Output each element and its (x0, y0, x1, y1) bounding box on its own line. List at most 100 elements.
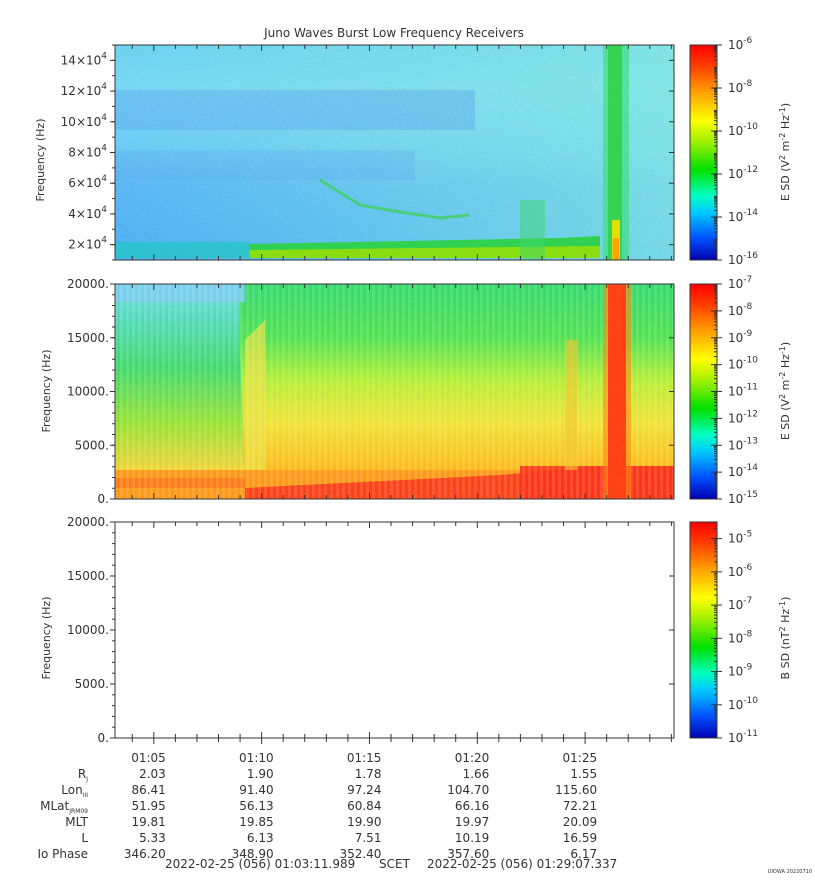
panel-1-ytick-label: 12×104 (61, 82, 108, 98)
panel-2-colorbar-ticks: 10-7 10-8 10-9 10-10 10-11 10-12 10-13 10-14 10-… (711, 275, 758, 506)
ephemeris-value: 10.19 (455, 831, 489, 845)
ephemeris-value: 348.90 (232, 847, 274, 861)
panel-2-spectrogram (115, 284, 674, 499)
colorbar-tick-label: 10-10 (728, 696, 758, 712)
ephemeris-value: 346.20 (124, 847, 166, 861)
panel-3-frame (114, 521, 675, 739)
panel-1-colorbar-label: E SD (V2 m-2 Hz-1) (778, 103, 792, 201)
panel-3-ylabel: Frequency (Hz) (40, 597, 53, 680)
ephemeris-label: MLT (65, 815, 88, 829)
time-axis-labels: 01:05 01:10 01:15 01:20 01:25 (131, 751, 597, 765)
ephemeris-value: 1.55 (570, 767, 597, 781)
panel-1-ytick-label: 2×104 (68, 236, 107, 252)
ephemeris-value: 104.70 (447, 783, 489, 797)
colorbar-tick-label: 10-13 (728, 436, 758, 452)
colorbar-tick-label: 10-9 (728, 329, 753, 345)
ephemeris-value: 2.03 (139, 767, 166, 781)
colorbar-tick-label: 10-15 (728, 490, 758, 506)
panel-1-ytick-label: 6×104 (68, 174, 107, 190)
ephemeris-value: 5.33 (139, 831, 166, 845)
ephemeris-label: Io Phase (37, 847, 88, 861)
colorbar-tick-label: 10-8 (728, 629, 753, 645)
ephemeris-label: MLatJRM09 (40, 799, 88, 815)
ephemeris-value: 1.78 (355, 767, 382, 781)
ephemeris-value: 86.41 (131, 783, 165, 797)
ephemeris-value: 1.90 (247, 767, 274, 781)
panel-1-ytick-label: 14×104 (61, 51, 108, 67)
colorbar-tick-label: 10-16 (728, 251, 758, 267)
ephemeris-value: 115.60 (555, 783, 597, 797)
colorbar-tick-label: 10-12 (728, 165, 758, 181)
footer-end-time: 2022-02-25 (056) 01:29:07.337 (427, 857, 617, 871)
colorbar-tick-label: 10-8 (728, 302, 753, 318)
panel-2-ylabel: Frequency (Hz) (40, 350, 53, 433)
colorbar-tick-label: 10-6 (728, 563, 753, 579)
panel-2-ytick-label: 15000. (67, 331, 109, 345)
ephemeris-value: 19.97 (455, 815, 489, 829)
ephemeris-value: 6.17 (570, 847, 597, 861)
panel-3-colorbar (689, 521, 718, 739)
colorbar-tick-label: 10-7 (728, 275, 752, 291)
panel-1-colorbar (689, 44, 718, 261)
panel-3-colorbar-label: B SD (nT2 Hz-1) (778, 597, 792, 680)
time-axis-ticks (131, 45, 672, 744)
ephemeris-value: 97.24 (347, 783, 381, 797)
colorbar-tick-label: 10-14 (728, 463, 758, 479)
colorbar-tick-label: 10-6 (728, 36, 753, 52)
colorbar-tick-label: 10-11 (728, 729, 758, 745)
colorbar-tick-label: 10-10 (728, 122, 758, 138)
colorbar-tick-label: 10-14 (728, 208, 758, 224)
time-label: 01:05 (131, 751, 166, 765)
ephemeris-label: RJ (78, 767, 88, 783)
ephemeris-value: 357.60 (447, 847, 489, 861)
panel-1-y-axis: 2×104 4×104 6×104 8×104 10×104 12×104 14×104 (61, 44, 674, 261)
footer-start-time: 2022-02-25 (056) 01:03:11.989 (165, 857, 355, 871)
colorbar-tick-label: 10-5 (728, 530, 752, 546)
ephemeris-value: 72.21 (563, 799, 597, 813)
ephemeris-value: 56.13 (239, 799, 273, 813)
time-label: 01:25 (563, 751, 598, 765)
ephemeris-value: 51.95 (131, 799, 165, 813)
panel-3-y-axis: 0. 5000. 10000. 15000. 20000. (67, 515, 674, 745)
ephemeris-value: 6.13 (247, 831, 274, 845)
ephemeris-label: LonIII (61, 783, 88, 799)
ephemeris-label: L (81, 831, 88, 845)
colorbar-tick-label: 10-7 (728, 596, 752, 612)
panel-2-ytick-label: 5000. (75, 438, 109, 452)
panel-1-colorbar-ticks: 10-6 10-8 10-10 10-12 10-14 10-16 (711, 36, 758, 267)
ephemeris-value: 1.66 (463, 767, 490, 781)
time-label: 01:20 (455, 751, 490, 765)
panel-1-ytick-label: 4×104 (68, 205, 107, 221)
colorbar-tick-label: 10-8 (728, 79, 753, 95)
colorbar-tick-label: 10-11 (728, 383, 758, 399)
colorbar-tick-label: 10-9 (728, 663, 753, 679)
panel-2-ytick-label: 10000. (67, 385, 109, 399)
chart-title: Juno Waves Burst Low Frequency Receivers (263, 26, 524, 40)
ephemeris-value: 7.51 (355, 831, 382, 845)
panel-3-colorbar-ticks: 10-5 10-6 10-7 10-8 10-9 10-10 10-11 (711, 522, 758, 745)
colorbar-tick-label: 10-12 (728, 409, 758, 425)
ephemeris-value: 20.09 (563, 815, 597, 829)
panel-1-spectrogram (115, 45, 674, 260)
panel-2-y-axis: 0. 5000. 10000. 15000. 20000. (67, 277, 674, 506)
panel-3-ytick-label: 10000. (67, 623, 109, 637)
ephemeris-table: RJ 2.03 1.90 1.78 1.66 1.55 LonIII 86.41 91.40 97… (37, 767, 597, 861)
panel-1-ytick-label: 10×104 (61, 113, 108, 129)
colorbar-tick-label: 10-10 (728, 356, 758, 372)
ephemeris-value: 19.81 (131, 815, 165, 829)
ephemeris-value: 91.40 (239, 783, 273, 797)
panel-2-colorbar-label: E SD (V2 m-2 Hz-1) (778, 342, 792, 440)
panel-1-ytick-label: 8×104 (68, 144, 107, 160)
ephemeris-value: 66.16 (455, 799, 489, 813)
ephemeris-value: 19.90 (347, 815, 381, 829)
panel-1-ylabel: Frequency (Hz) (34, 119, 47, 202)
panel-3-ytick-label: 15000. (67, 569, 109, 583)
panel-3-ytick-label: 5000. (75, 677, 109, 691)
ephemeris-value: 352.40 (339, 847, 381, 861)
panel-3-ytick-label: 0. (98, 731, 109, 745)
ephemeris-value: 16.59 (563, 831, 597, 845)
time-label: 01:10 (239, 751, 274, 765)
ephemeris-value: 19.85 (239, 815, 273, 829)
footer-credit: UIOWA 20220710 (768, 869, 812, 875)
